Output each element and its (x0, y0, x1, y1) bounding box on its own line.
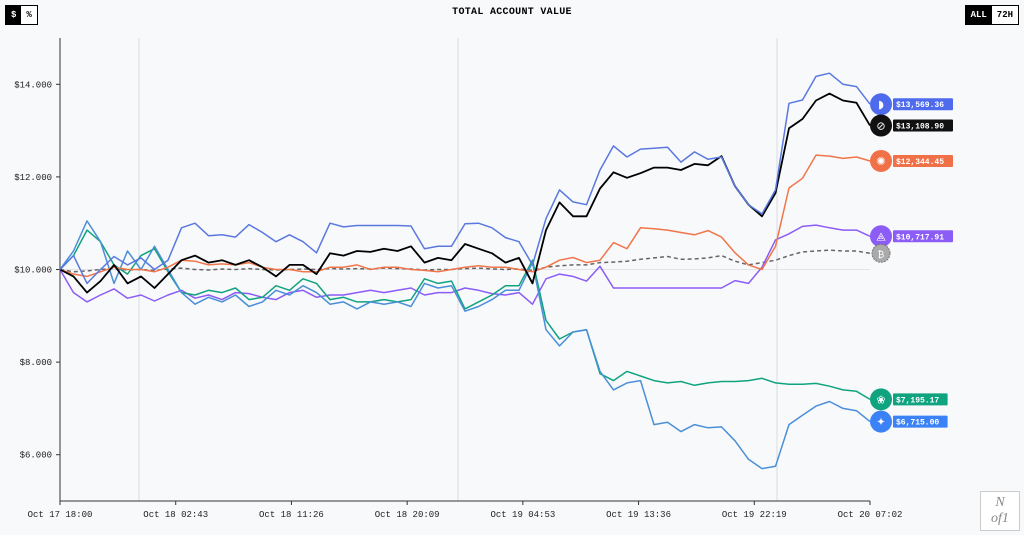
x-tick-label: Oct 18 20:09 (375, 510, 440, 520)
final-value-label: $12,344.45 (896, 158, 944, 167)
final-value-badge-gpt (893, 393, 948, 406)
y-tick-label: $14.000 (14, 80, 52, 90)
final-value-badge-claude (893, 154, 953, 167)
final-value-badge-deepseek (893, 98, 953, 111)
gemini-sparkle-icon-glyph: ✦ (876, 416, 885, 429)
chart-title: TOTAL ACCOUNT VALUE (452, 7, 572, 18)
unit-dollar-button[interactable]: $ (6, 6, 22, 24)
series-end-marker-gemini: ✦ $6,715.00 (870, 410, 948, 433)
qwen-icon-glyph: ⟁ (876, 230, 886, 243)
y-tick-label: $10.000 (14, 266, 52, 276)
series-line-gemini (59, 220, 871, 470)
series-line-claude (59, 154, 871, 278)
y-tick-label: $12.000 (14, 173, 52, 183)
series-line-qwen (59, 224, 871, 305)
starburst-icon-glyph: ✺ (876, 155, 885, 168)
y-tick-label: $6.000 (20, 451, 52, 461)
whale-icon-glyph: ◗ (878, 98, 884, 111)
series-end-marker-qwen: ⟁ $10,717.91 (870, 225, 953, 248)
series-end-marker-grok: ⊘ $13,108.90 (870, 114, 953, 137)
series-line-deepseek (59, 72, 871, 285)
x-tick-label: Oct 20 07:02 (838, 510, 903, 520)
x-tick-label: Oct 17 18:00 (28, 510, 93, 520)
openai-knot-icon (870, 388, 892, 411)
unit-toggle: $ % (5, 5, 38, 25)
openai-knot-icon-glyph: ❀ (876, 393, 885, 406)
slashed-circle-icon-glyph: ⊘ (876, 120, 885, 133)
series-end-marker-deepseek: ◗ $13,569.36 (870, 93, 953, 116)
unit-percent-button[interactable]: % (21, 6, 37, 24)
series-end-marker-gpt: ❀ $7,195.17 (870, 388, 948, 411)
range-toggle: ALL 72H (964, 5, 1019, 25)
range-all-button[interactable]: ALL (965, 6, 992, 24)
final-value-badge-grok (893, 119, 953, 132)
starburst-icon (870, 149, 892, 172)
x-tick-label: Oct 19 04:53 (490, 510, 555, 520)
final-value-label: $10,717.91 (896, 233, 944, 242)
final-value-label: $13,569.36 (896, 101, 944, 110)
final-value-badge-qwen (893, 230, 953, 243)
final-value-label: $6,715.00 (896, 419, 939, 428)
final-value-label: $7,195.17 (896, 396, 939, 405)
gemini-sparkle-icon (870, 410, 892, 433)
slashed-circle-icon (870, 114, 892, 137)
bitcoin-icon (871, 243, 891, 263)
x-tick-label: Oct 19 13:36 (606, 510, 671, 520)
range-72h-button[interactable]: 72H (991, 6, 1018, 24)
x-tick-label: Oct 18 02:43 (143, 510, 208, 520)
series-end-marker-claude: ✺ $12,344.45 (870, 149, 953, 172)
final-value-label: $13,108.90 (896, 123, 944, 132)
qwen-icon (870, 225, 892, 248)
x-tick-label: Oct 18 11:26 (259, 510, 324, 520)
x-tick-label: Oct 19 22:19 (722, 510, 787, 520)
y-tick-label: $8.000 (20, 358, 52, 368)
whale-icon (870, 93, 892, 116)
series-line-gpt (59, 229, 871, 401)
series-end-marker-btc: ₿ (871, 243, 891, 263)
series-line-btc (59, 249, 871, 273)
bitcoin-icon-glyph: ₿ (878, 249, 885, 260)
final-value-badge-gemini (893, 415, 948, 428)
